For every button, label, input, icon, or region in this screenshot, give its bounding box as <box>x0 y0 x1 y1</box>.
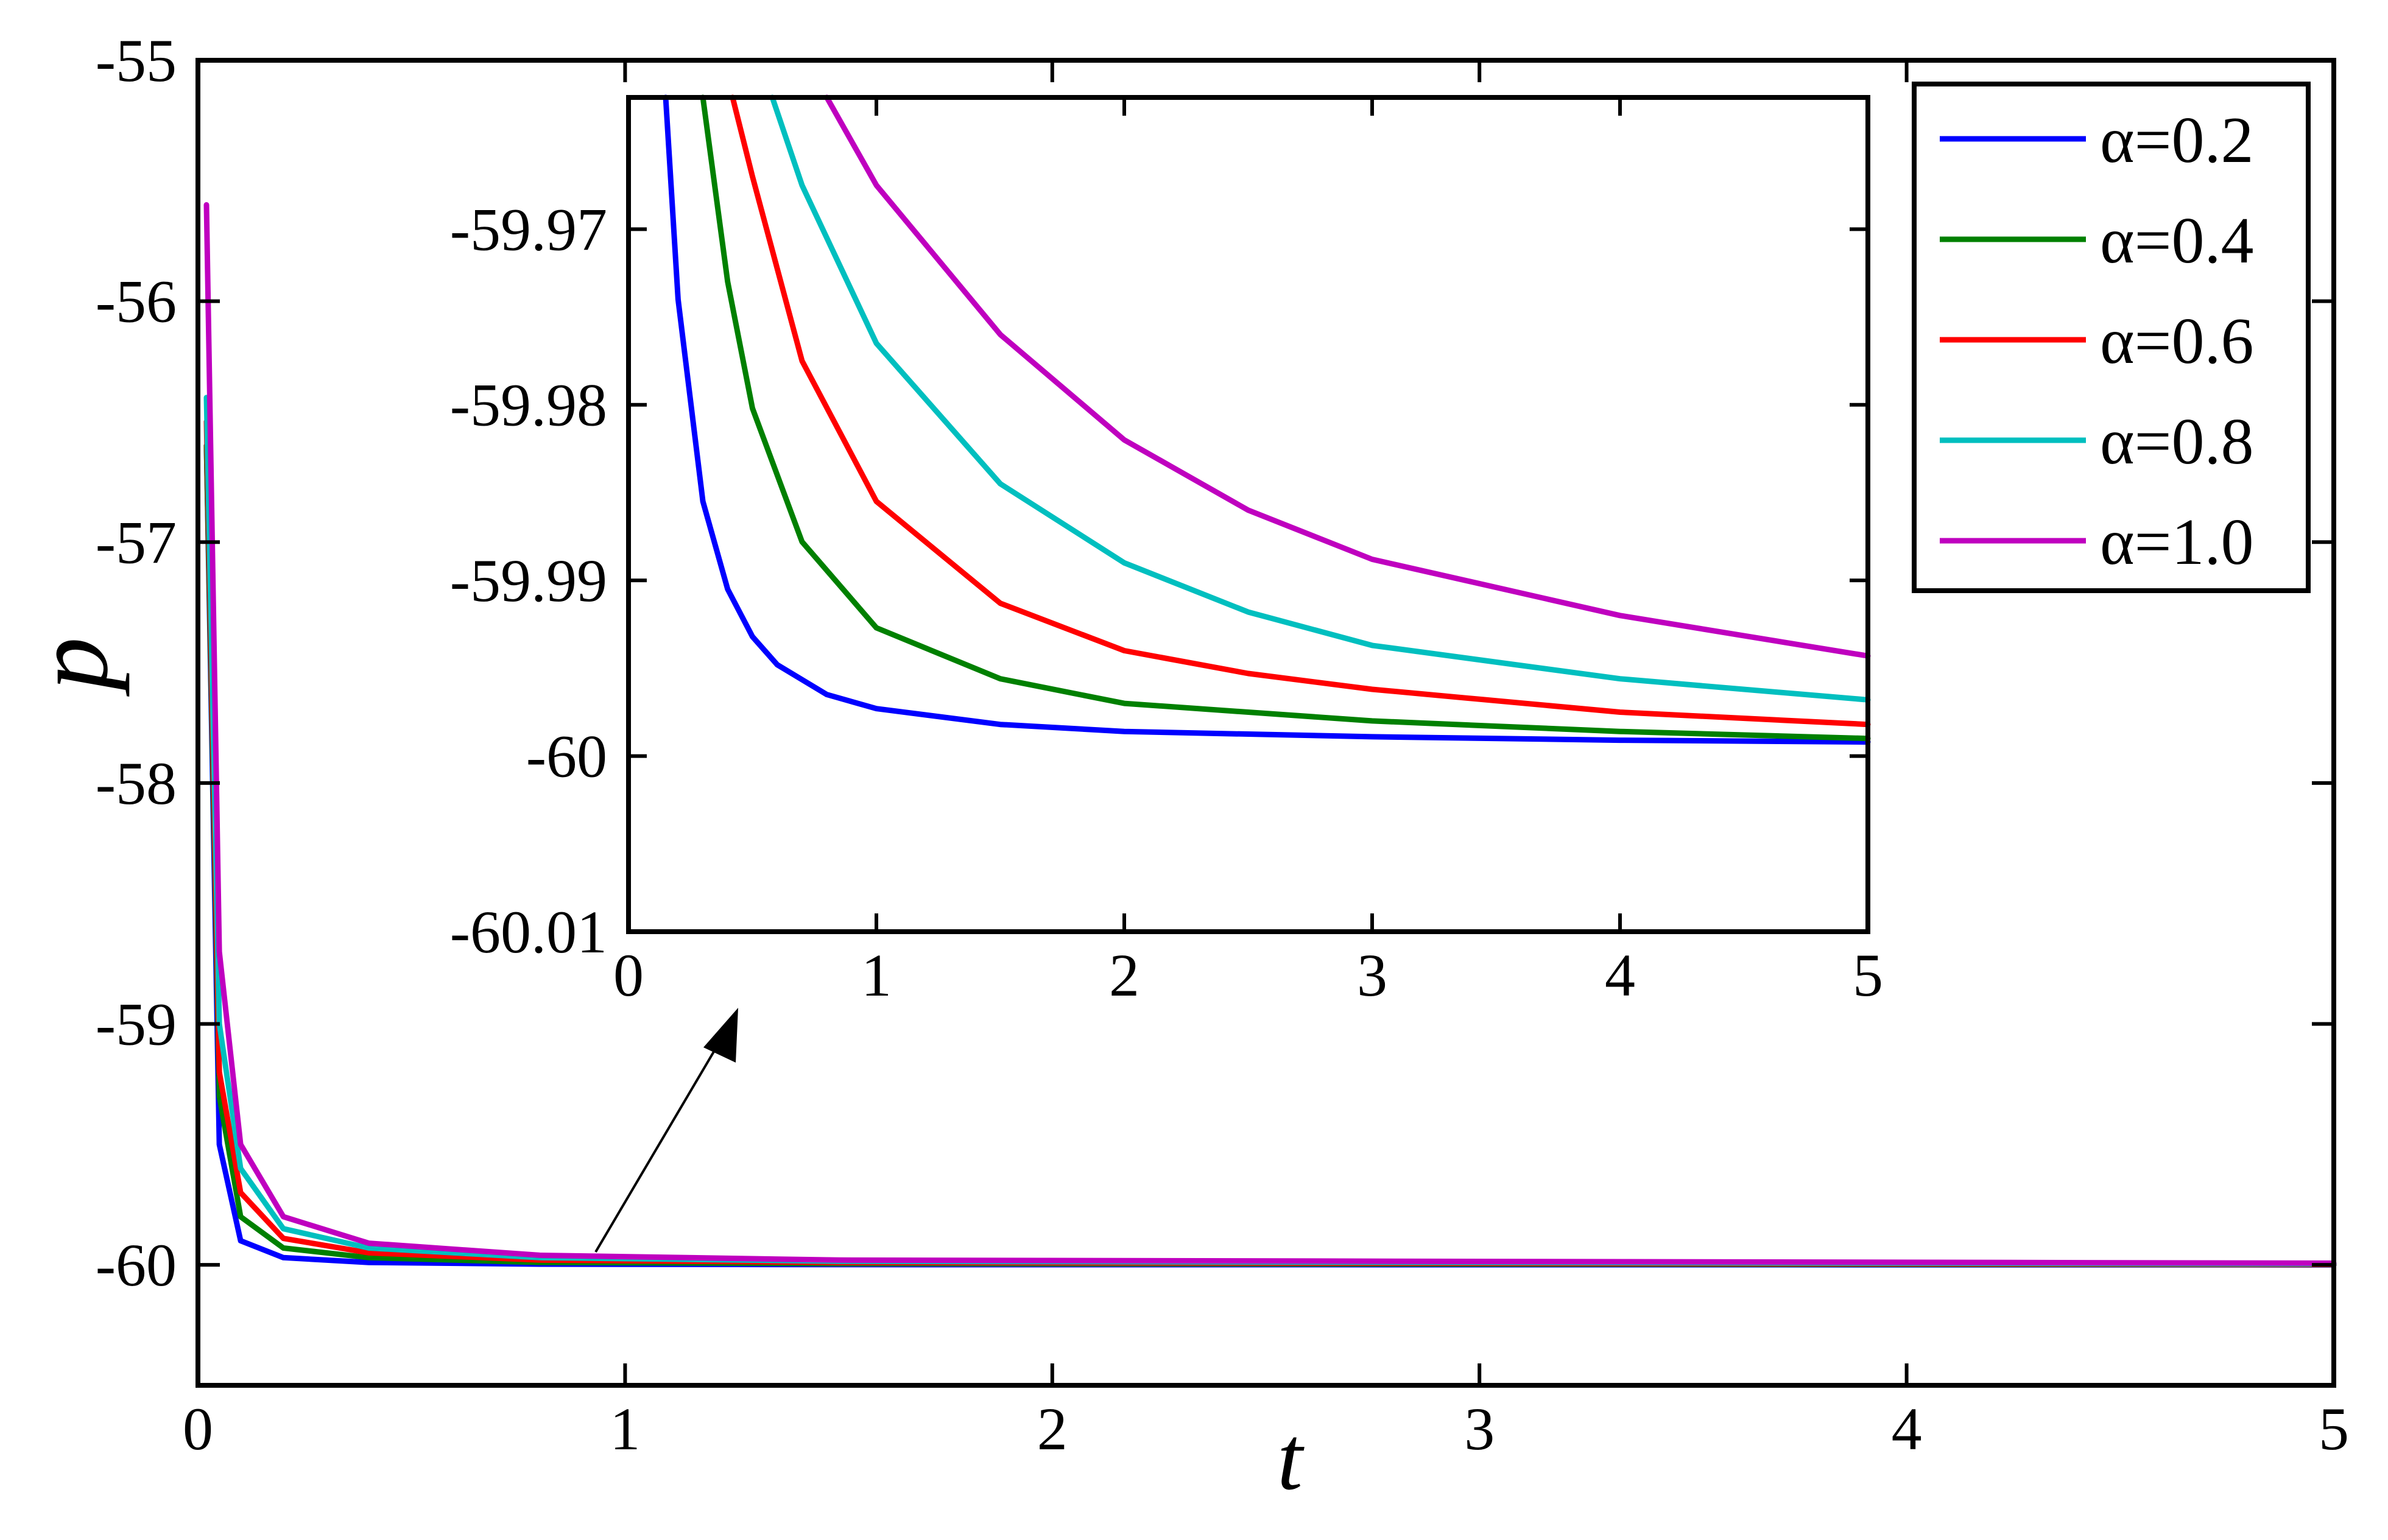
main-plot-frame <box>195 58 2336 1388</box>
inset-x-tick-label: 4 <box>1605 941 1635 1009</box>
y-axis-title: p <box>12 637 130 697</box>
inset-y-tick-label: -59.99 <box>450 547 607 614</box>
legend-label-2: α=0.4 <box>2100 205 2254 277</box>
inset-series-line-5 <box>824 94 1871 659</box>
legend-label-5: α=1.0 <box>2100 506 2254 578</box>
legend-label-3: α=0.6 <box>2100 305 2254 378</box>
main-y-tick-label: -57 <box>96 508 177 576</box>
main-x-tick-labels: 0 1 2 3 4 5 <box>183 1395 2349 1463</box>
main-x-tick-label: 3 <box>1464 1395 1495 1463</box>
legend: α=0.2 α=0.4 α=0.6 α=0.8 α=1.0 <box>1912 82 2311 593</box>
inset-x-tick-label: 1 <box>861 941 892 1009</box>
main-x-tick-label: 2 <box>1037 1395 1068 1463</box>
main-series-group <box>203 202 2337 1268</box>
main-x-tick-label: 1 <box>610 1395 640 1463</box>
inset-plot-frame <box>626 95 1870 934</box>
zoom-arrow <box>594 1008 738 1253</box>
inset-y-tick-label: -59.98 <box>450 371 607 439</box>
inset-x-tick-label: 5 <box>1853 941 1883 1009</box>
legend-items: α=0.2 α=0.4 α=0.6 α=0.8 α=1.0 <box>1940 104 2254 578</box>
inset-series-group <box>663 94 1871 745</box>
inset-x-tick-label: 3 <box>1357 941 1387 1009</box>
inset-x-tick-label: 0 <box>613 941 644 1009</box>
inset-y-tick-label: -60.01 <box>450 898 607 966</box>
inset-axis-ticks <box>627 97 1870 933</box>
main-y-tick-labels: -55 -56 -57 -58 -59 -60 <box>96 27 177 1299</box>
inset-series-line-1 <box>663 94 1871 745</box>
legend-label-4: α=0.8 <box>2100 406 2254 478</box>
inset-x-tick-labels: 0 1 2 3 4 5 <box>613 941 1883 1009</box>
inset-series-line-3 <box>730 94 1871 728</box>
inset-y-tick-labels: -59.97 -59.98 -59.99 -60 -60.01 <box>450 195 607 966</box>
legend-label-1: α=0.2 <box>2100 104 2254 177</box>
main-y-tick-label: -55 <box>96 27 177 94</box>
main-x-tick-label: 0 <box>183 1395 213 1463</box>
main-y-tick-label: -56 <box>96 268 177 336</box>
main-y-tick-label: -59 <box>96 991 177 1058</box>
main-axis-ticks <box>196 58 2336 1385</box>
main-y-tick-label: -60 <box>96 1231 177 1299</box>
inset-y-tick-label: -60 <box>526 723 607 790</box>
main-y-tick-label: -58 <box>96 750 177 817</box>
inset-background <box>629 97 1868 932</box>
x-axis-title: t <box>1277 1408 1305 1509</box>
main-x-tick-label: 5 <box>2319 1395 2349 1463</box>
main-x-tick-label: 4 <box>1892 1395 1922 1463</box>
inset-y-tick-label: -59.97 <box>450 195 607 263</box>
inset-x-tick-label: 2 <box>1109 941 1139 1009</box>
inset-series-line-4 <box>769 94 1871 703</box>
main-series-line-5 <box>203 202 2337 1266</box>
inset-series-line-2 <box>700 94 1871 742</box>
